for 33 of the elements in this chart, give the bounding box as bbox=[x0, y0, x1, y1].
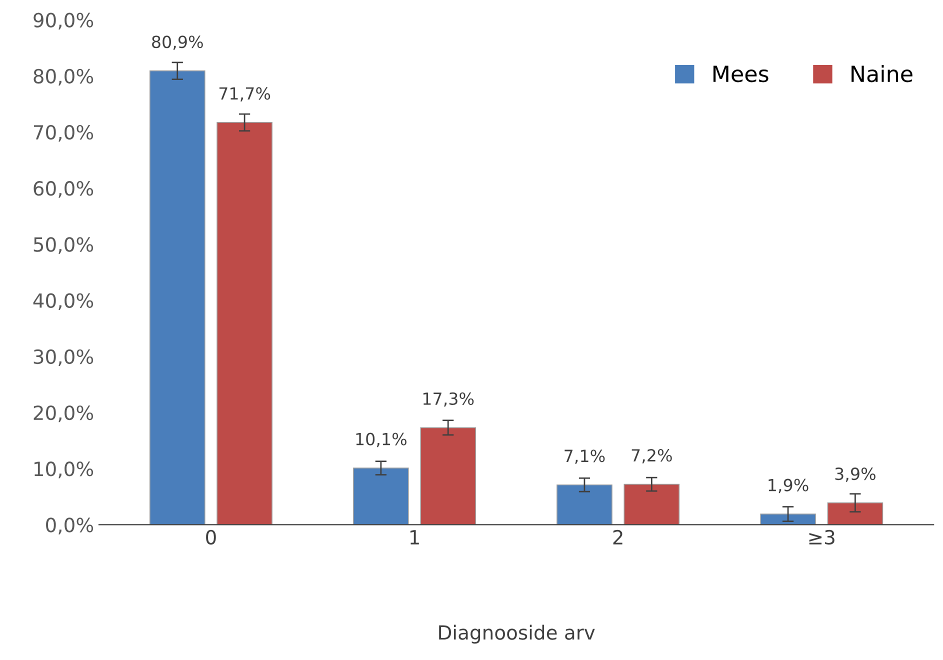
y-tick-label: 40,0% bbox=[33, 293, 94, 310]
y-tick-label: 90,0% bbox=[34, 12, 94, 30]
data-label: 3,9% bbox=[835, 468, 876, 482]
data-label: 7,1% bbox=[564, 450, 605, 464]
bar bbox=[827, 502, 884, 525]
y-tick-label: 70,0% bbox=[34, 124, 94, 142]
x-tick-label: 2 bbox=[613, 530, 622, 544]
legend-label: Mees bbox=[713, 66, 768, 82]
x-tick-label: ≥3 bbox=[809, 530, 834, 545]
bar bbox=[624, 484, 680, 525]
y-tick-label: 60,0% bbox=[34, 181, 94, 198]
y-tick-label: 50,0% bbox=[34, 237, 94, 254]
data-label: 10,1% bbox=[356, 432, 406, 448]
y-tick-label: 30,0% bbox=[34, 349, 94, 366]
legend-label: Naine bbox=[852, 65, 912, 82]
y-tick-label: 20,0% bbox=[34, 405, 94, 422]
bar bbox=[216, 122, 272, 525]
data-label: 80,9% bbox=[152, 36, 203, 50]
bar bbox=[556, 484, 612, 525]
y-tick-label: 0,0% bbox=[46, 518, 94, 534]
x-axis-title: Diagnooside arv bbox=[439, 624, 595, 644]
bar bbox=[760, 514, 816, 525]
y-tick-label: 10,0% bbox=[34, 462, 94, 478]
data-label: 1,9% bbox=[768, 478, 808, 494]
bar bbox=[420, 427, 476, 525]
data-label: 7,2% bbox=[632, 449, 672, 464]
bar bbox=[149, 70, 206, 525]
data-label: 71,7% bbox=[219, 87, 270, 102]
bar bbox=[353, 468, 409, 525]
x-tick-label: 0 bbox=[206, 530, 216, 545]
data-label: 17,3% bbox=[423, 392, 474, 407]
y-tick-label: 80,0% bbox=[34, 68, 94, 86]
x-tick-label: 1 bbox=[410, 530, 419, 544]
